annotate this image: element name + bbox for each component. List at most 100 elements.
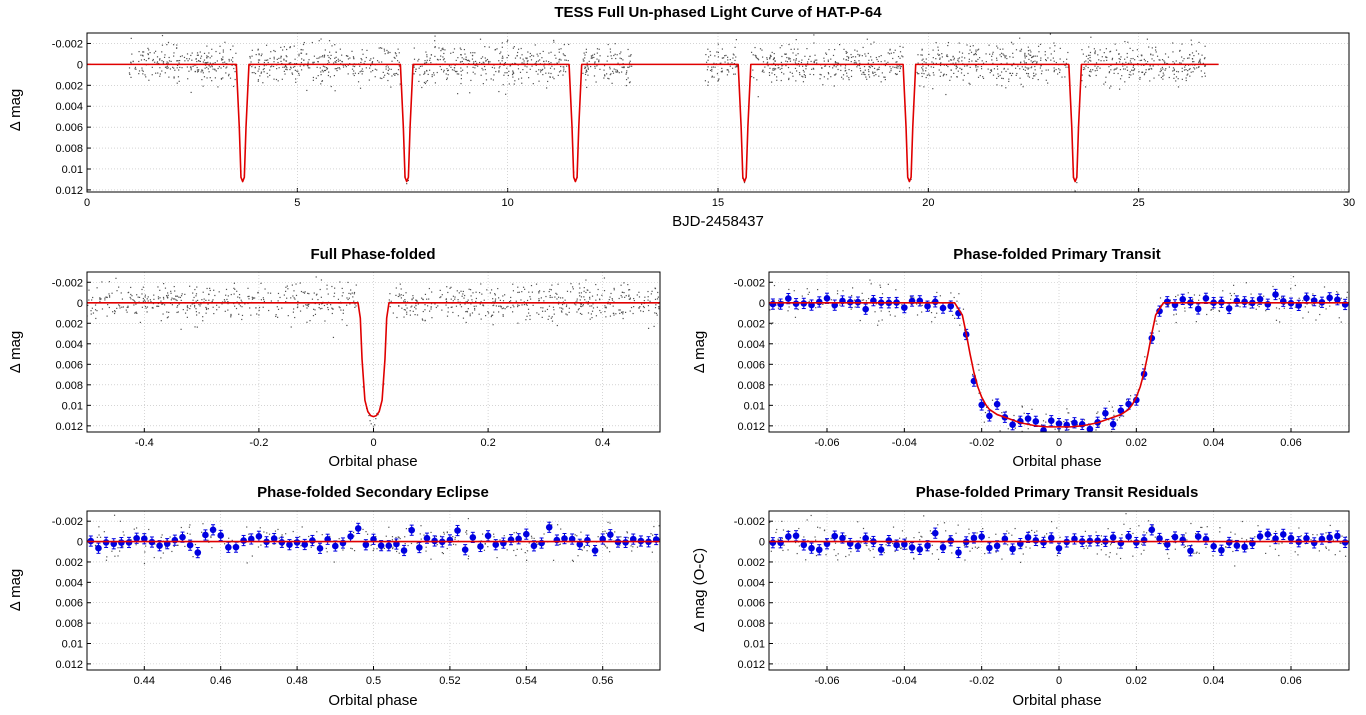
raw-point xyxy=(981,60,983,62)
raw-point xyxy=(220,77,223,80)
raw-point xyxy=(177,311,179,313)
raw-point xyxy=(511,73,514,76)
raw-point xyxy=(1031,61,1034,64)
raw-point xyxy=(372,426,375,428)
raw-point xyxy=(862,527,865,530)
raw-point xyxy=(233,282,235,284)
raw-point xyxy=(484,543,486,545)
raw-point xyxy=(761,49,763,51)
raw-point xyxy=(398,52,400,54)
raw-point xyxy=(467,558,469,560)
raw-point xyxy=(337,67,339,69)
raw-point xyxy=(446,68,448,70)
binned-point xyxy=(301,541,309,548)
raw-point xyxy=(1098,59,1100,61)
raw-point xyxy=(1003,54,1005,56)
raw-point xyxy=(1201,54,1203,56)
binned-point xyxy=(1071,535,1078,543)
raw-point xyxy=(1022,86,1024,88)
raw-point xyxy=(446,531,448,534)
raw-point xyxy=(359,71,361,73)
raw-point xyxy=(207,303,209,305)
raw-point xyxy=(469,92,471,94)
raw-point xyxy=(580,296,583,298)
raw-point xyxy=(712,66,714,68)
binned-point xyxy=(815,298,823,306)
raw-point xyxy=(462,290,464,293)
raw-point xyxy=(939,58,941,60)
raw-point xyxy=(1130,58,1132,60)
raw-point xyxy=(651,551,653,553)
raw-point xyxy=(847,59,849,61)
raw-point xyxy=(502,315,504,317)
raw-point xyxy=(451,306,453,308)
raw-point xyxy=(341,295,343,297)
raw-point xyxy=(156,56,159,58)
raw-point xyxy=(539,59,541,61)
raw-point xyxy=(1059,536,1061,538)
raw-point xyxy=(948,60,950,62)
raw-point xyxy=(630,306,633,309)
raw-point xyxy=(553,41,555,43)
binned-point xyxy=(785,295,792,302)
raw-point xyxy=(1153,77,1155,79)
raw-point xyxy=(258,314,260,316)
raw-point xyxy=(792,75,794,77)
raw-point xyxy=(498,297,500,299)
raw-point xyxy=(370,65,372,67)
raw-point xyxy=(1193,552,1195,554)
raw-point xyxy=(457,93,459,95)
raw-point xyxy=(594,62,596,64)
raw-point xyxy=(208,293,210,295)
x-tick-label: 0 xyxy=(1056,437,1062,449)
raw-point xyxy=(347,281,349,284)
raw-point xyxy=(1097,66,1099,68)
raw-point xyxy=(186,316,188,318)
raw-point xyxy=(568,311,570,313)
raw-point xyxy=(400,297,402,299)
raw-point xyxy=(921,54,923,56)
raw-point xyxy=(474,60,477,63)
raw-point xyxy=(142,73,144,75)
raw-point xyxy=(346,297,348,299)
raw-point xyxy=(167,294,169,296)
raw-point xyxy=(326,68,328,70)
raw-point xyxy=(1312,533,1314,536)
raw-point xyxy=(226,298,228,301)
raw-point xyxy=(555,292,557,294)
y-tick-label: 0.002 xyxy=(55,557,83,569)
raw-point xyxy=(925,549,927,551)
raw-point xyxy=(626,531,628,533)
raw-point xyxy=(1056,554,1058,557)
raw-point xyxy=(1045,59,1047,62)
raw-point xyxy=(422,319,424,321)
raw-point xyxy=(564,71,567,73)
raw-point xyxy=(548,290,550,293)
raw-point xyxy=(489,61,491,63)
raw-point xyxy=(1012,56,1014,58)
raw-point xyxy=(99,300,101,302)
raw-point xyxy=(1109,50,1112,52)
raw-point xyxy=(1169,299,1171,301)
raw-point xyxy=(616,69,618,71)
raw-point xyxy=(575,304,577,306)
raw-point xyxy=(900,547,902,549)
raw-point xyxy=(192,292,194,294)
y-tick-label: 0.002 xyxy=(737,557,765,569)
raw-point xyxy=(937,53,939,55)
raw-point xyxy=(334,61,336,63)
raw-point xyxy=(177,76,180,78)
raw-point xyxy=(203,59,206,61)
raw-point xyxy=(1340,321,1342,323)
raw-point xyxy=(1196,551,1198,553)
raw-point xyxy=(236,290,238,292)
raw-point xyxy=(596,48,599,50)
raw-point xyxy=(1094,445,1095,446)
raw-point xyxy=(389,305,391,308)
raw-point xyxy=(291,72,293,74)
raw-point xyxy=(1053,42,1055,44)
raw-point xyxy=(392,547,394,550)
raw-point xyxy=(773,284,776,287)
raw-point xyxy=(499,62,501,64)
raw-point xyxy=(921,49,923,51)
